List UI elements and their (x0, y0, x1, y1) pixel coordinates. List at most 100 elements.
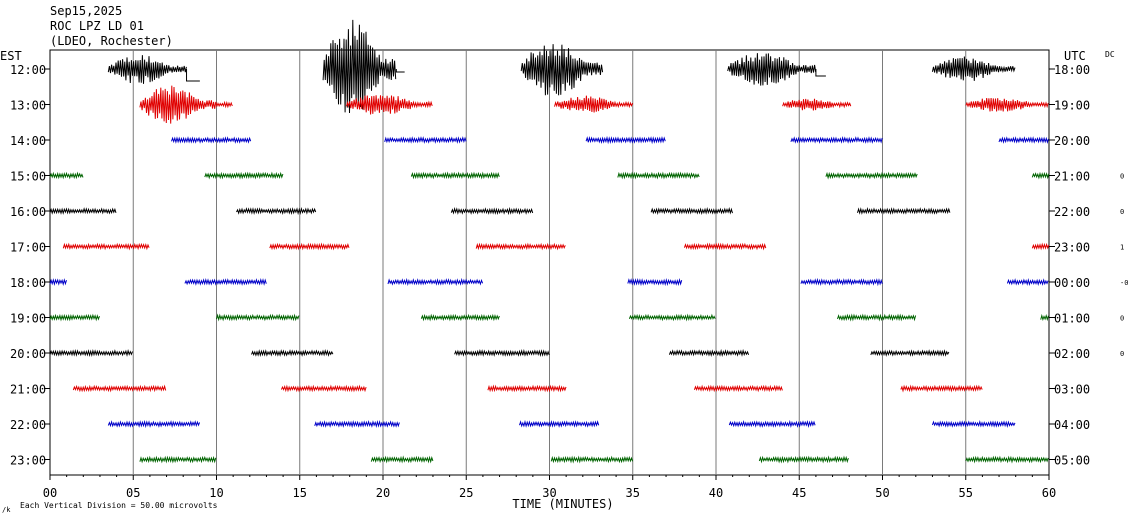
utc-row-label: 00:00 (1054, 276, 1090, 290)
seismic-trace (251, 349, 334, 357)
x-tick-label: 30 (542, 486, 556, 500)
x-axis-title: TIME (MINUTES) (512, 497, 613, 511)
seismic-trace (450, 206, 534, 216)
dc-axis-label: DC (1105, 50, 1115, 59)
seismic-trace (236, 206, 317, 216)
seismic-trace (585, 135, 666, 145)
utc-axis-label: UTC (1064, 49, 1086, 63)
dc-row-value: 0 (1120, 208, 1124, 216)
x-tick-label: 25 (459, 486, 473, 500)
est-row-label: 22:00 (10, 418, 46, 432)
est-row-label: 18:00 (10, 276, 46, 290)
est-row-label: 19:00 (10, 312, 46, 326)
seismic-trace (728, 419, 816, 429)
seismic-trace (420, 313, 500, 322)
seismic-trace (668, 348, 750, 358)
seismic-trace (487, 384, 567, 393)
seismic-trace (965, 97, 1049, 112)
x-tick-label: 00 (43, 486, 57, 500)
seismic-trace (454, 348, 550, 358)
header-network: (LDEO, Rochester) (50, 34, 173, 48)
seismic-trace (49, 313, 100, 322)
seismic-trace (107, 419, 201, 429)
seismic-trace (617, 171, 700, 180)
seismic-trace (62, 242, 150, 251)
seismic-trace (998, 136, 1049, 144)
seismic-trace (49, 278, 67, 287)
seismic-trace (410, 171, 500, 180)
seismic-trace (683, 242, 767, 251)
seismic-trace (107, 55, 187, 84)
x-tick-label: 60 (1042, 486, 1056, 500)
seismic-trace (650, 206, 733, 215)
seismic-trace (550, 455, 634, 464)
trace-end-marker (186, 69, 200, 82)
est-row-label: 23:00 (10, 454, 46, 468)
seismic-trace (520, 44, 604, 96)
corner-mark: /k (2, 506, 11, 514)
dc-row-value: 0 (1120, 350, 1124, 358)
seismic-trace (1040, 313, 1049, 322)
seismic-trace (554, 95, 634, 113)
seismic-trace (280, 384, 367, 393)
seismic-trace (758, 455, 849, 464)
est-row-label: 17:00 (10, 241, 46, 255)
est-row-label: 13:00 (10, 99, 46, 113)
utc-row-label: 04:00 (1054, 418, 1090, 432)
est-row-label: 14:00 (10, 134, 46, 148)
seismic-trace (49, 348, 133, 357)
x-tick-label: 35 (626, 486, 640, 500)
est-row-label: 21:00 (10, 383, 46, 397)
trace-end-marker (395, 69, 405, 73)
dc-row-value: 1 (1120, 244, 1124, 252)
seismic-trace (627, 277, 683, 287)
seismic-trace (314, 419, 400, 429)
seismic-trace (800, 277, 883, 287)
utc-row-label: 02:00 (1054, 347, 1090, 361)
utc-row-label: 20:00 (1054, 134, 1090, 148)
est-row-label: 20:00 (10, 347, 46, 361)
seismic-trace (370, 455, 434, 464)
seismic-trace (931, 419, 1016, 428)
est-row-label: 12:00 (10, 63, 46, 77)
seismic-trace (49, 207, 117, 215)
utc-row-label: 01:00 (1054, 312, 1090, 326)
est-row-label: 16:00 (10, 205, 46, 219)
seismic-trace (857, 207, 951, 215)
seismic-trace (870, 349, 950, 357)
seismic-trace (1006, 278, 1049, 286)
x-tick-label: 50 (875, 486, 889, 500)
utc-row-label: 22:00 (1054, 205, 1090, 219)
seismic-trace (1031, 171, 1050, 180)
seismic-trace (825, 171, 918, 180)
seismic-trace (345, 95, 433, 115)
utc-row-label: 23:00 (1054, 241, 1090, 255)
seismic-trace (782, 98, 852, 111)
x-tick-label: 15 (293, 486, 307, 500)
dc-row-value: 0 (1120, 315, 1124, 323)
seismic-trace (475, 242, 566, 251)
utc-row-label: 21:00 (1054, 170, 1090, 184)
seismic-trace (171, 136, 252, 144)
utc-row-label: 05:00 (1054, 454, 1090, 468)
seismic-trace (184, 277, 267, 286)
x-tick-label: 10 (209, 486, 223, 500)
utc-row-label: 18:00 (1054, 63, 1090, 77)
seismic-trace (900, 384, 983, 393)
est-axis-label: EST (0, 49, 22, 63)
seismic-trace (384, 136, 467, 144)
x-tick-label: 40 (709, 486, 723, 500)
seismic-trace (931, 56, 1016, 81)
x-tick-label: 45 (792, 486, 806, 500)
seismic-trace (965, 455, 1049, 464)
scale-note: Each Vertical Division = 50.00 microvolt… (20, 501, 218, 510)
seismic-trace (49, 171, 84, 180)
x-tick-label: 05 (126, 486, 140, 500)
trace-end-marker (815, 69, 826, 77)
utc-row-label: 19:00 (1054, 99, 1090, 113)
header-date: Sep15,2025 (50, 4, 123, 18)
seismic-trace (628, 313, 716, 322)
seismic-trace (693, 384, 783, 393)
est-row-label: 15:00 (10, 170, 46, 184)
